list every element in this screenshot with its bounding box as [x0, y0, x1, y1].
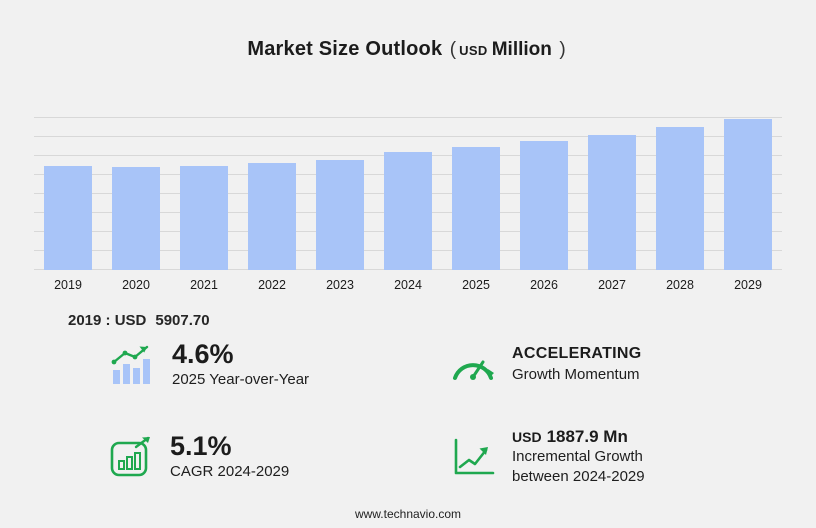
title-paren-open: ( — [449, 39, 457, 60]
title-currency: USD — [459, 43, 488, 58]
title-main: Market Size Outlook — [247, 38, 443, 60]
x-tick-2029: 2029 — [734, 278, 762, 292]
stat-momentum-value: ACCELERATING — [512, 345, 642, 363]
bar-slot-2020 — [102, 117, 170, 270]
market-size-bar-chart: 2019 2020 2021 2022 2023 2024 2025 2026 2027 2028… — [34, 117, 782, 292]
base-year-callout: 2019 : USD 5907.70 — [68, 312, 210, 329]
chart-labels: 2019 2020 2021 2022 2023 2024 2025 2026 2027 2028… — [34, 270, 782, 292]
stat-incremental-text: USD 1887.9 Mn Incremental Growth between … — [512, 426, 645, 488]
chart-plot — [34, 117, 782, 270]
stat-yoy-text: 4.6% 2025 Year-over-Year — [172, 339, 310, 390]
title-paren-close: ) — [559, 39, 566, 60]
bar-slot-2024 — [374, 117, 442, 270]
bar-2025 — [451, 147, 501, 270]
bar-slot-2029 — [714, 117, 782, 270]
stat-incremental-amount: 1887.9 Mn — [546, 426, 628, 446]
bar-2026 — [519, 141, 569, 270]
stat-cagr: 5.1% CAGR 2024-2029 — [108, 426, 416, 488]
bar-slot-2026 — [510, 117, 578, 270]
x-tick-2027: 2027 — [598, 278, 626, 292]
bar-slot-2022 — [238, 117, 306, 270]
stat-cagr-label: CAGR 2024-2029 — [170, 462, 290, 480]
bar-slot-2019 — [34, 117, 102, 270]
bar-2027 — [587, 134, 637, 270]
bar-slot-2028 — [646, 117, 714, 270]
stat-momentum-label: Growth Momentum — [512, 366, 640, 384]
base-year-value: 5907.70 — [155, 312, 210, 329]
bar-2023 — [315, 159, 365, 270]
stat-yoy: 4.6% 2025 Year-over-Year — [108, 339, 416, 390]
x-tick-2020: 2020 — [122, 278, 150, 292]
stat-yoy-label: 2025 Year-over-Year — [172, 370, 310, 388]
stat-cagr-value: 5.1% — [170, 430, 232, 461]
bar-2029 — [723, 119, 773, 270]
stat-incremental-label-line2: between 2024-2029 — [512, 468, 645, 486]
stat-cagr-text: 5.1% CAGR 2024-2029 — [170, 430, 290, 482]
x-tick-2025: 2025 — [462, 278, 490, 292]
stat-momentum: ACCELERATING Growth Momentum — [450, 340, 750, 390]
bar-slot-2027 — [578, 117, 646, 270]
x-tick-2021: 2021 — [190, 278, 218, 292]
bar-2019 — [43, 166, 93, 270]
x-tick-2022: 2022 — [258, 278, 286, 292]
stat-yoy-value: 4.6% — [172, 339, 234, 369]
x-tick-2023: 2023 — [326, 278, 354, 292]
footer-url: www.technavio.com — [354, 507, 462, 521]
bar-2028 — [655, 127, 705, 270]
speedometer-icon — [450, 347, 496, 383]
stats-grid: 4.6% 2025 Year-over-Year ACCELERATING Gr… — [108, 339, 750, 488]
x-tick-2024: 2024 — [394, 278, 422, 292]
bar-slot-2021 — [170, 117, 238, 270]
stat-momentum-text: ACCELERATING Growth Momentum — [512, 344, 642, 385]
bar-slot-2025 — [442, 117, 510, 270]
incremental-line-chart-icon — [450, 436, 496, 478]
bar-2024 — [383, 152, 433, 270]
bar-slot-2023 — [306, 117, 374, 270]
cagr-chart-frame-icon — [108, 435, 154, 479]
title-unit: Million — [491, 39, 552, 60]
bar-2022 — [247, 163, 297, 270]
bar-2020 — [111, 167, 161, 270]
bar-2021 — [179, 165, 229, 270]
stat-incremental: USD 1887.9 Mn Incremental Growth between … — [450, 426, 750, 488]
base-year-label: 2019 : USD — [68, 312, 147, 329]
stat-incremental-currency: USD — [512, 428, 542, 445]
page-title: Market Size Outlook (USD Million ) — [0, 38, 816, 61]
x-tick-2026: 2026 — [530, 278, 558, 292]
yoy-bars-trend-icon — [108, 343, 156, 387]
stat-incremental-value: USD 1887.9 Mn — [512, 426, 645, 447]
x-tick-2028: 2028 — [666, 278, 694, 292]
x-tick-2019: 2019 — [54, 278, 82, 292]
stat-incremental-label-line1: Incremental Growth — [512, 448, 643, 466]
